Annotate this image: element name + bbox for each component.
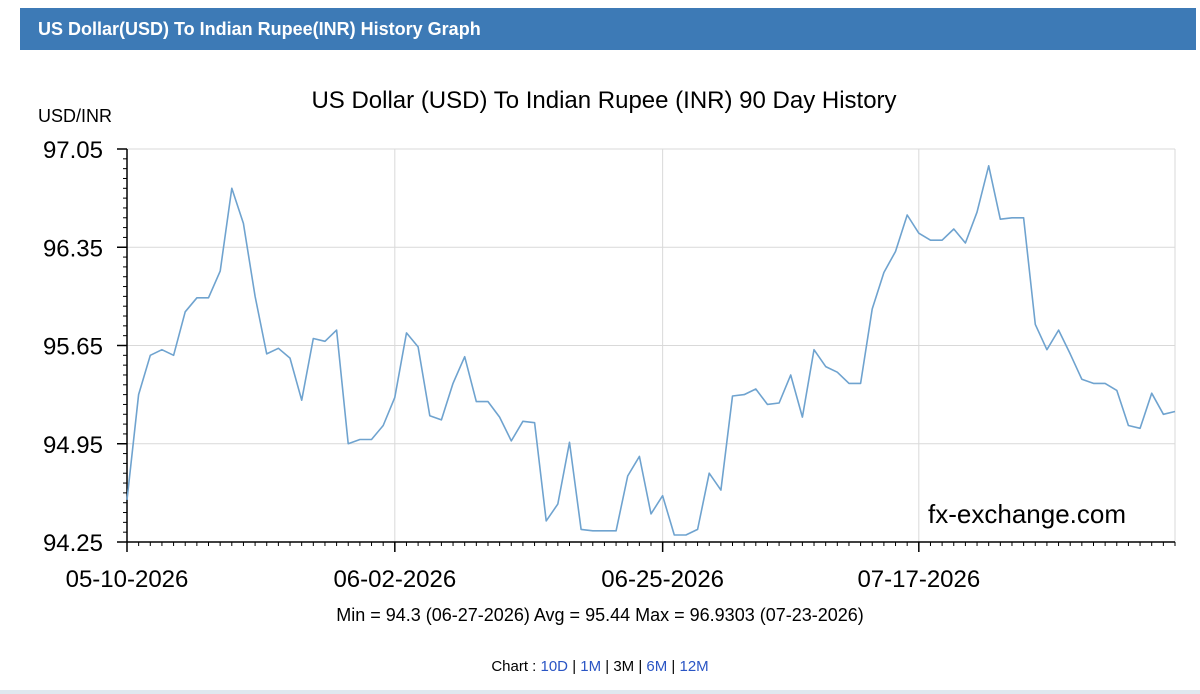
nav-range-1m[interactable]: 1M	[580, 658, 602, 675]
avg-stat: Avg = 95.44	[533, 605, 631, 625]
nav-separator: |	[568, 658, 581, 675]
nav-separator: |	[634, 658, 647, 675]
x-tick-label: 06-02-2026	[333, 566, 456, 593]
usd-inr-history-chart: US Dollar (USD) To Indian Rupee (INR) 90…	[38, 87, 1176, 593]
chart-panel: US Dollar (USD) To Indian Rupee (INR) 90…	[20, 50, 1196, 690]
max-stat: Max = 96.9303 (07-23-2026)	[635, 605, 864, 625]
x-tick-label: 07-17-2026	[857, 566, 980, 593]
y-tick-label: 95.65	[43, 334, 103, 361]
nav-range-10d[interactable]: 10D	[540, 658, 569, 675]
watermark-text: fx-exchange.com	[928, 499, 1126, 529]
nav-separator: |	[667, 658, 680, 675]
y-axis-label: USD/INR	[38, 106, 112, 126]
x-tick-label: 05-10-2026	[66, 566, 189, 593]
stats-summary: Min = 94.3 (06-27-2026) Avg = 95.44 Max …	[0, 605, 1200, 626]
chart-nav-prefix: Chart :	[491, 658, 541, 675]
chart-title: US Dollar (USD) To Indian Rupee (INR) 90…	[311, 87, 896, 114]
x-tick-label: 06-25-2026	[601, 566, 724, 593]
grid-lines	[126, 148, 1176, 543]
nav-range-12m[interactable]: 12M	[679, 658, 709, 675]
nav-range-3m: 3M	[613, 658, 635, 675]
page-header: US Dollar(USD) To Indian Rupee(INR) Hist…	[20, 8, 1196, 50]
nav-separator: |	[601, 658, 614, 675]
tick-labels: 97.05 96.35 95.65 94.95 94.25 05-10-2026 06-02…	[43, 137, 980, 593]
y-tick-label: 94.25	[43, 530, 103, 557]
series-line	[126, 165, 1176, 536]
series-layer	[126, 165, 1176, 536]
bottom-divider	[0, 690, 1200, 694]
nav-range-6m[interactable]: 6M	[646, 658, 668, 675]
axes	[117, 148, 1176, 552]
y-tick-label: 94.95	[43, 432, 103, 459]
header-title: US Dollar(USD) To Indian Rupee(INR) Hist…	[38, 19, 481, 39]
chart-range-nav: Chart : 10D | 1M | 3M | 6M | 12M	[0, 658, 1200, 675]
min-stat: Min = 94.3 (06-27-2026)	[336, 605, 530, 625]
y-tick-label: 96.35	[43, 235, 103, 262]
y-tick-label: 97.05	[43, 137, 103, 164]
